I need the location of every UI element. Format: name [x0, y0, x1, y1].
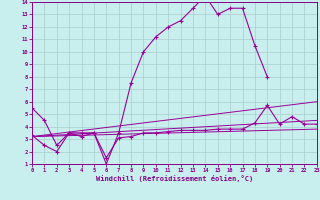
X-axis label: Windchill (Refroidissement éolien,°C): Windchill (Refroidissement éolien,°C): [96, 175, 253, 182]
